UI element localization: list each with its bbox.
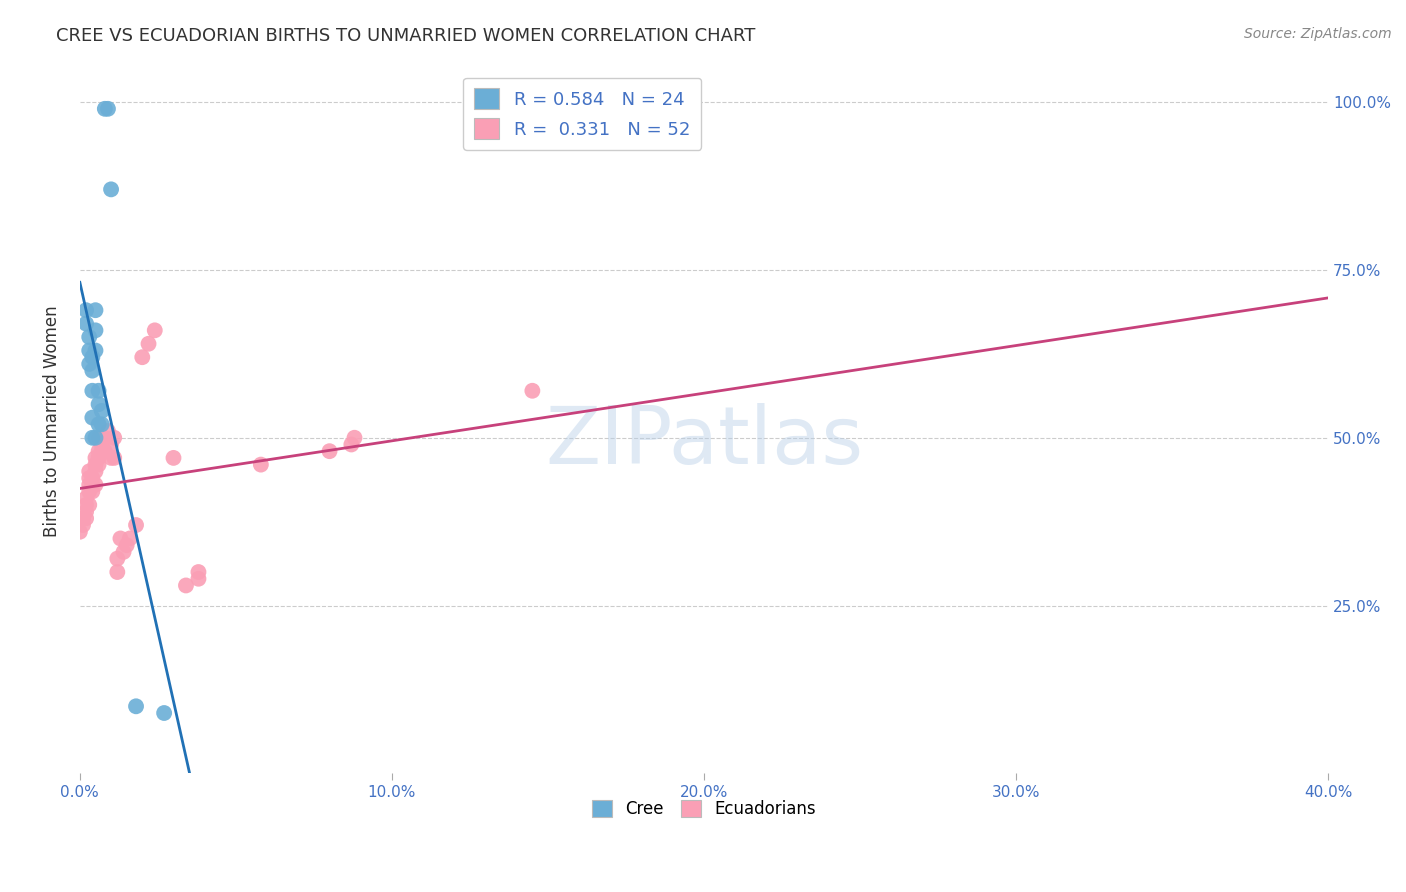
Point [112, 545, 135, 559]
Text: ZIPatlas: ZIPatlas [546, 403, 863, 481]
Point [82, 477, 104, 491]
Point [75, 317, 97, 331]
Point [82, 363, 104, 377]
Point [110, 532, 132, 546]
Point [522, 384, 544, 398]
Point [87, 397, 110, 411]
Point [77, 477, 100, 491]
Point [100, 437, 122, 451]
Point [72, 511, 94, 525]
Point [138, 336, 160, 351]
Point [87, 431, 110, 445]
Point [90, 417, 112, 432]
Point [115, 538, 138, 552]
Point [103, 450, 125, 465]
Point [97, 424, 120, 438]
Point [118, 532, 141, 546]
Point [90, 437, 112, 451]
Y-axis label: Births to Unmarried Women: Births to Unmarried Women [44, 305, 60, 537]
Point [84, 450, 107, 465]
Point [103, 431, 125, 445]
Point [75, 303, 97, 318]
Point [84, 464, 107, 478]
Point [131, 350, 153, 364]
Point [340, 437, 363, 451]
Point [84, 458, 107, 472]
Point [82, 410, 104, 425]
Point [84, 323, 107, 337]
Text: CREE VS ECUADORIAN BIRTHS TO UNMARRIED WOMEN CORRELATION CHART: CREE VS ECUADORIAN BIRTHS TO UNMARRIED W… [56, 27, 755, 45]
Point [187, 572, 209, 586]
Point [174, 578, 197, 592]
Point [153, 706, 176, 720]
Point [77, 464, 100, 478]
Point [77, 330, 100, 344]
Point [100, 450, 122, 465]
Point [72, 511, 94, 525]
Point [82, 484, 104, 499]
Point [94, 444, 117, 458]
Point [87, 450, 110, 465]
Point [69, 524, 91, 539]
Point [75, 498, 97, 512]
Point [75, 505, 97, 519]
Point [72, 518, 94, 533]
Point [77, 498, 100, 512]
Point [90, 404, 112, 418]
Point [84, 303, 107, 318]
Point [343, 431, 366, 445]
Point [97, 102, 120, 116]
Point [105, 551, 128, 566]
Point [90, 444, 112, 458]
Point [100, 182, 122, 196]
Text: Source: ZipAtlas.com: Source: ZipAtlas.com [1244, 27, 1392, 41]
Point [75, 511, 97, 525]
Point [82, 350, 104, 364]
Point [84, 431, 107, 445]
Point [87, 417, 110, 432]
Point [87, 458, 110, 472]
Point [77, 343, 100, 358]
Point [82, 431, 104, 445]
Point [82, 384, 104, 398]
Point [84, 343, 107, 358]
Point [187, 565, 209, 579]
Point [77, 357, 100, 371]
Point [250, 458, 273, 472]
Point [77, 471, 100, 485]
Point [94, 431, 117, 445]
Point [84, 477, 107, 491]
Point [105, 565, 128, 579]
Point [318, 444, 340, 458]
Point [77, 484, 100, 499]
Point [94, 102, 117, 116]
Point [143, 323, 166, 337]
Point [87, 384, 110, 398]
Legend: Cree, Ecuadorians: Cree, Ecuadorians [586, 794, 823, 825]
Point [75, 491, 97, 505]
Point [125, 518, 148, 533]
Point [125, 699, 148, 714]
Point [82, 471, 104, 485]
Point [87, 444, 110, 458]
Point [162, 450, 184, 465]
